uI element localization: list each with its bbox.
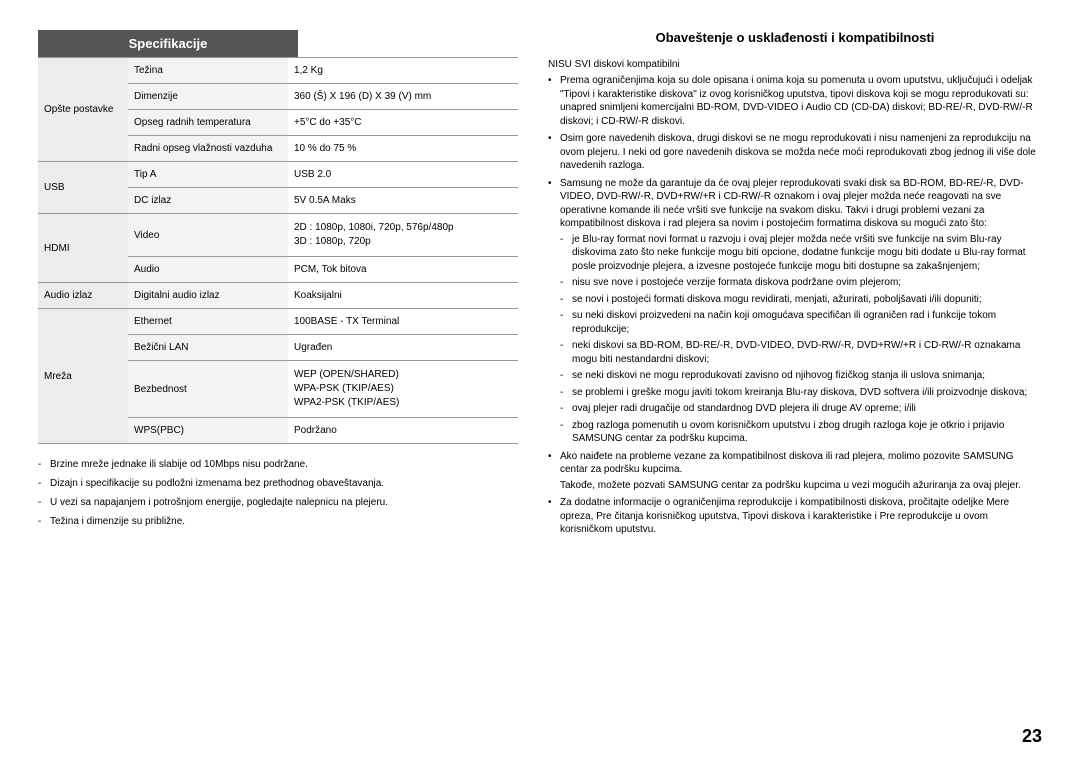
- spec-value: 100BASE - TX Terminal: [288, 309, 518, 335]
- spec-label: WPS(PBC): [128, 418, 288, 444]
- spec-category: HDMI: [38, 214, 128, 283]
- dash-item: se neki diskovi ne mogu reprodukovati za…: [560, 369, 1042, 383]
- bullet-item: Za dodatne informacije o ograničenjima r…: [548, 496, 1042, 537]
- spec-value: 5V 0.5A Maks: [288, 188, 518, 214]
- spec-label: Radni opseg vlažnosti vazduha: [128, 136, 288, 162]
- spec-value: 1,2 Kg: [288, 58, 518, 84]
- dash-item: nisu sve nove i postojeće verzije format…: [560, 276, 1042, 290]
- note-item: U vezi sa napajanjem i potrošnjom energi…: [38, 496, 518, 509]
- compat-intro: NISU SVI diskovi kompatibilni: [548, 59, 1042, 70]
- spec-label: Ethernet: [128, 309, 288, 335]
- bullet-item: Osim gore navedenih diskova, drugi disko…: [548, 132, 1042, 173]
- spec-label: Bežični LAN: [128, 335, 288, 361]
- dash-item: su neki diskovi proizvedeni na način koj…: [560, 309, 1042, 336]
- spec-value: Ugrađen: [288, 335, 518, 361]
- spec-title: Specifikacije: [38, 30, 298, 57]
- spec-category: Mreža: [38, 309, 128, 444]
- note-item: Dizajn i specifikacije su podložni izmen…: [38, 477, 518, 490]
- spec-category: Audio izlaz: [38, 283, 128, 309]
- spec-label: Težina: [128, 58, 288, 84]
- spec-category: Opšte postavke: [38, 58, 128, 162]
- page-number: 23: [1022, 726, 1042, 747]
- spec-label: Video: [128, 214, 288, 257]
- spec-value: 360 (Š) X 196 (D) X 39 (V) mm: [288, 84, 518, 110]
- spec-label: Audio: [128, 257, 288, 283]
- bullet-item: Prema ograničenjima koja su dole opisana…: [548, 74, 1042, 128]
- spec-label: DC izlaz: [128, 188, 288, 214]
- dash-item: se novi i postojeći formati diskova mogu…: [560, 293, 1042, 307]
- bullet-followup: Takođe, možete pozvati SAMSUNG centar za…: [560, 479, 1042, 493]
- spec-table: Opšte postavkeTežina1,2 KgDimenzije360 (…: [38, 57, 518, 444]
- spec-value: WEP (OPEN/SHARED)WPA-PSK (TKIP/AES)WPA2-…: [288, 361, 518, 418]
- dash-item: se problemi i greške mogu javiti tokom k…: [560, 386, 1042, 400]
- note-item: Brzine mreže jednake ili slabije od 10Mb…: [38, 458, 518, 471]
- note-item: Težina i dimenzije su približne.: [38, 515, 518, 528]
- spec-value: Koaksijalni: [288, 283, 518, 309]
- spec-value: Podržano: [288, 418, 518, 444]
- spec-value: PCM, Tok bitova: [288, 257, 518, 283]
- bullet-item: Ako naiđete na probleme vezane za kompat…: [548, 450, 1042, 493]
- spec-value: +5°C do +35°C: [288, 110, 518, 136]
- spec-label: Opseg radnih temperatura: [128, 110, 288, 136]
- spec-value: 10 % do 75 %: [288, 136, 518, 162]
- compat-title: Obaveštenje o usklađenosti i kompatibiln…: [548, 30, 1042, 45]
- notes-list: Brzine mreže jednake ili slabije od 10Mb…: [38, 458, 518, 528]
- spec-label: Tip A: [128, 162, 288, 188]
- bullet-item: Samsung ne može da garantuje da će ovaj …: [548, 177, 1042, 446]
- spec-label: Bezbednost: [128, 361, 288, 418]
- spec-label: Digitalni audio izlaz: [128, 283, 288, 309]
- spec-label: Dimenzije: [128, 84, 288, 110]
- spec-category: USB: [38, 162, 128, 214]
- dash-item: je Blu-ray format novi format u razvoju …: [560, 233, 1042, 274]
- dash-item: ovaj plejer radi drugačije od standardno…: [560, 402, 1042, 416]
- spec-value: 2D : 1080p, 1080i, 720p, 576p/480p3D : 1…: [288, 214, 518, 257]
- compat-bullets: Prema ograničenjima koja su dole opisana…: [548, 74, 1042, 537]
- dash-item: zbog razloga pomenutih u ovom korisničko…: [560, 419, 1042, 446]
- dash-item: neki diskovi sa BD-ROM, BD-RE/-R, DVD-VI…: [560, 339, 1042, 366]
- spec-value: USB 2.0: [288, 162, 518, 188]
